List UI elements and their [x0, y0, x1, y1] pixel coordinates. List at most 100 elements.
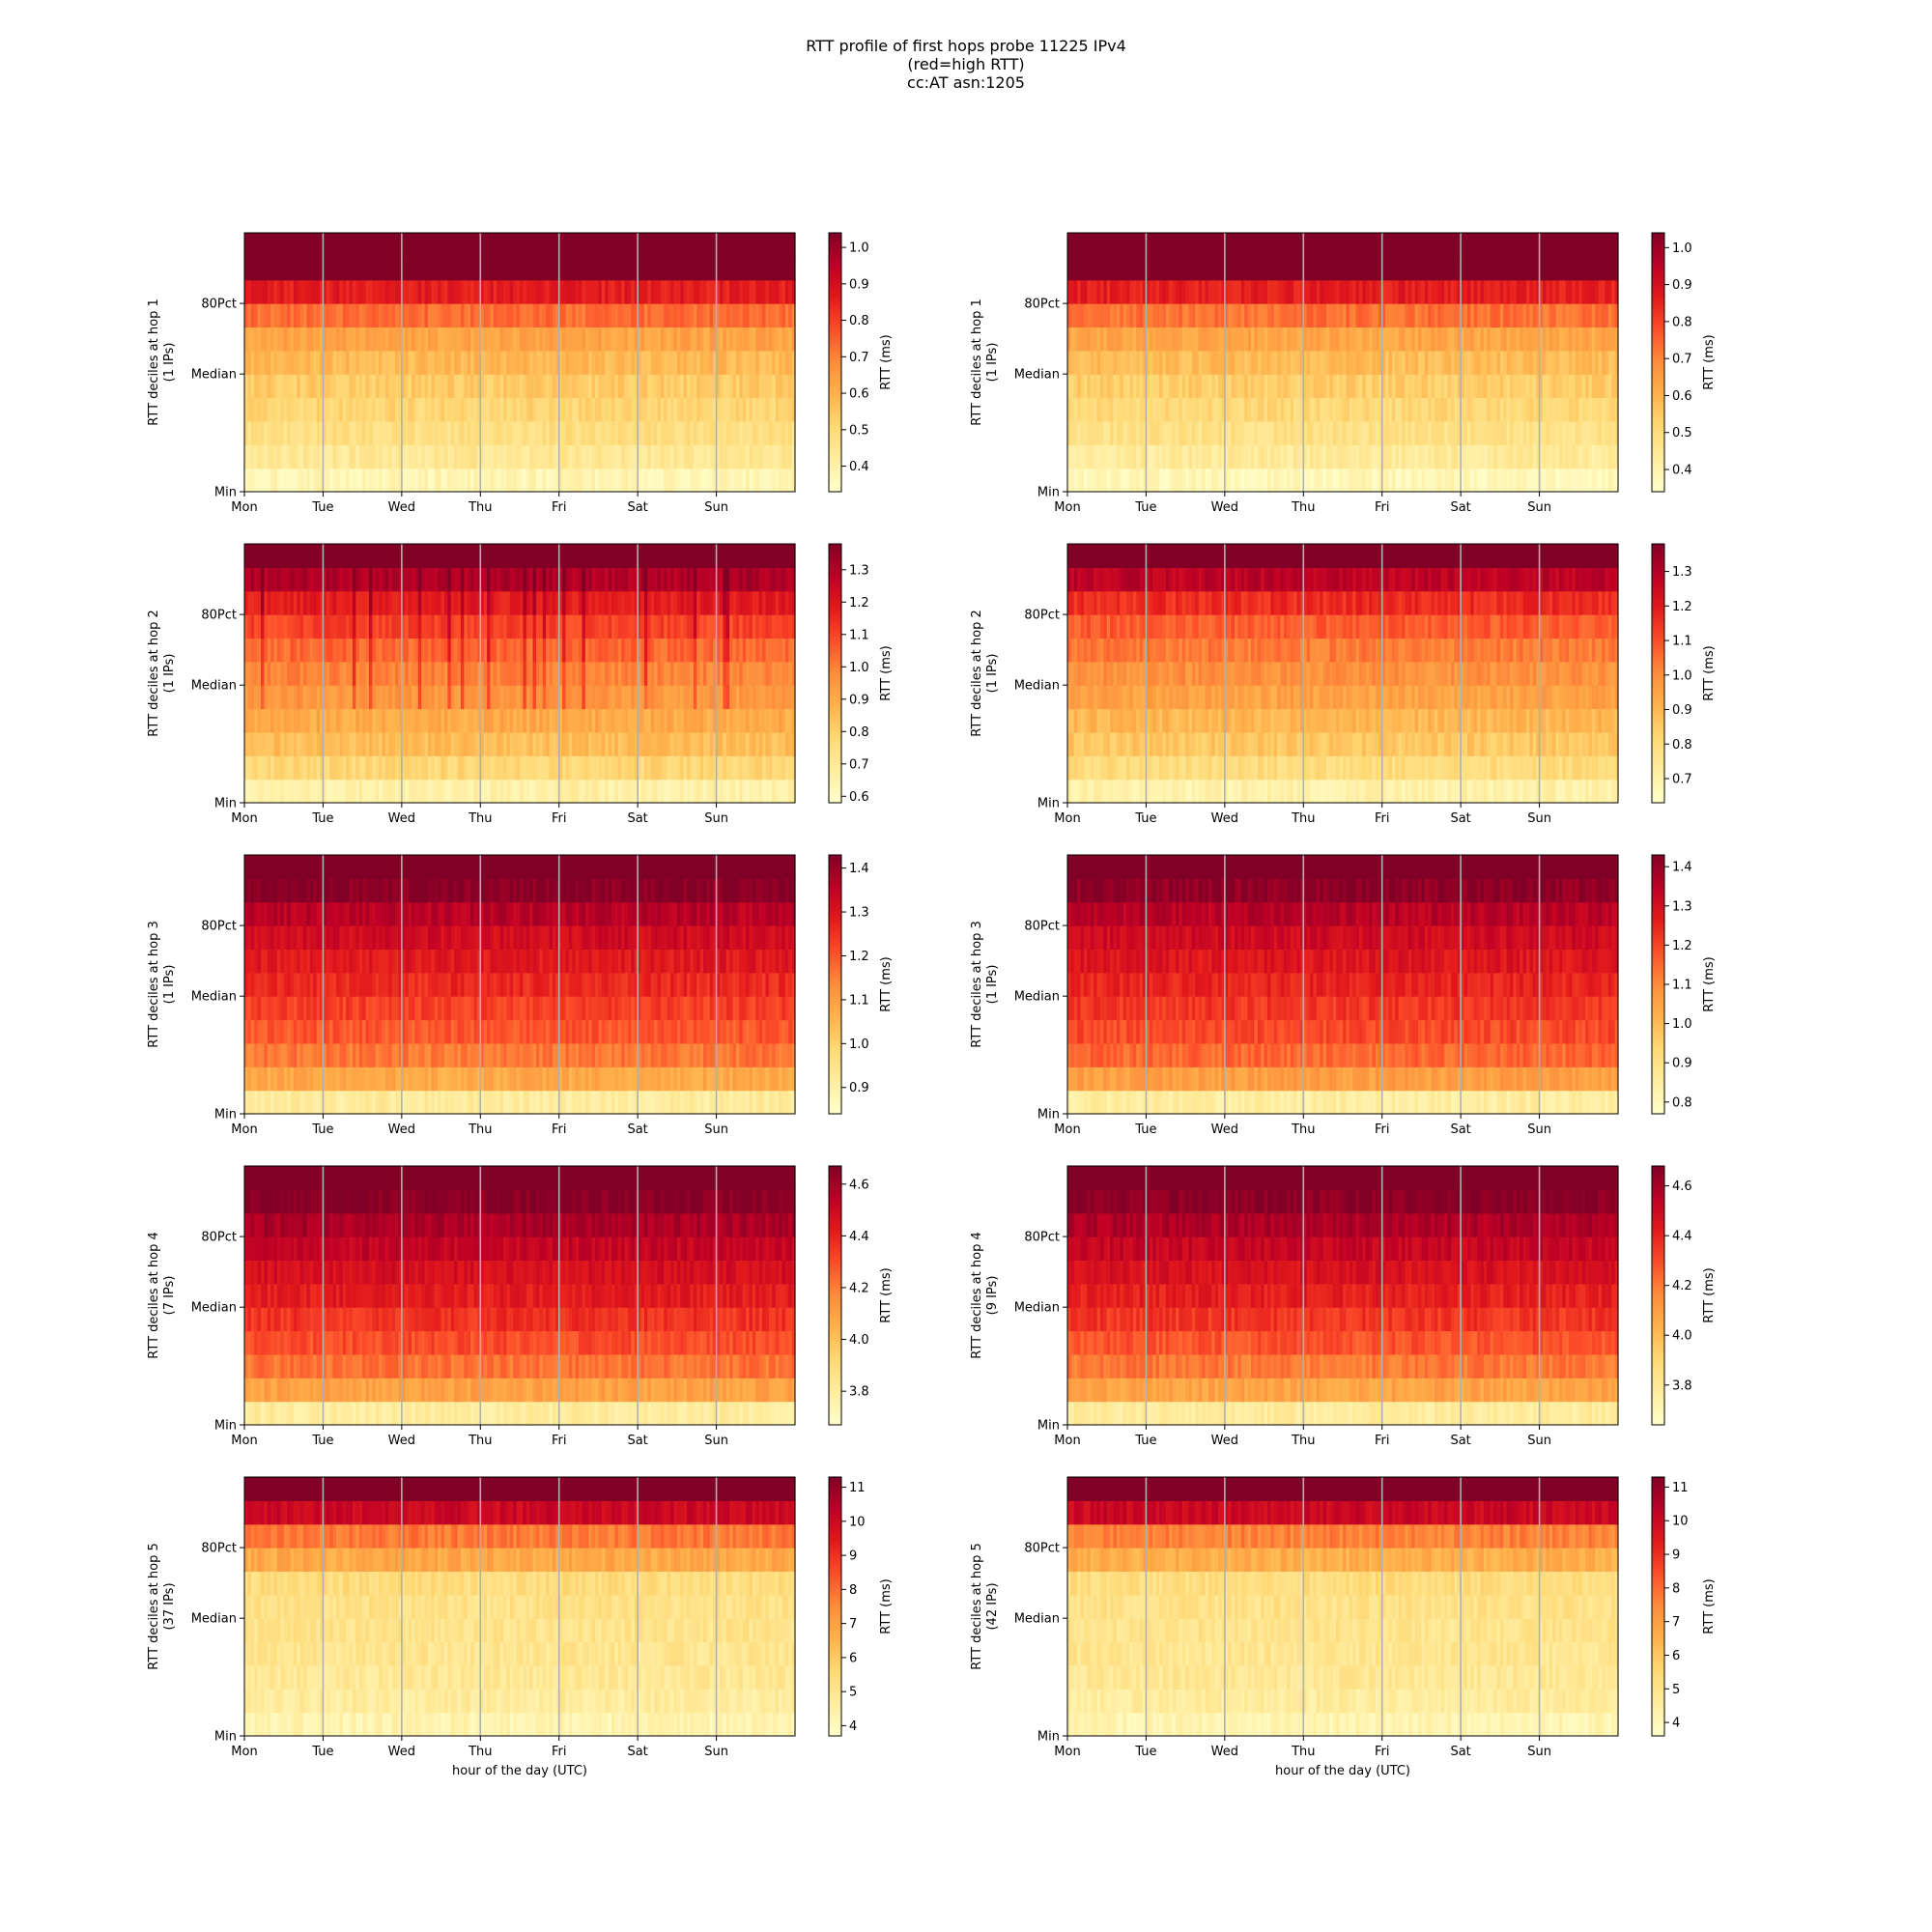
heatmap-cell	[1546, 444, 1550, 469]
heatmap-cell	[1320, 350, 1324, 375]
heatmap-cell	[608, 279, 612, 304]
heatmap-cell	[358, 303, 363, 328]
heatmap-cell	[264, 590, 269, 615]
heatmap-cell	[584, 590, 589, 615]
heatmap-cell	[320, 256, 325, 281]
heatmap-cell	[375, 590, 380, 615]
heatmap-cell	[546, 468, 551, 493]
heatmap-cell	[1411, 256, 1416, 281]
heatmap-cell	[398, 708, 403, 733]
heatmap-cell	[391, 256, 396, 281]
heatmap-cell	[339, 350, 344, 375]
heatmap-cell	[654, 444, 659, 469]
heatmap-cell	[487, 233, 492, 257]
heatmap-cell	[1205, 374, 1209, 399]
heatmap-cell	[1499, 256, 1504, 281]
heatmap-cell	[1290, 444, 1294, 469]
heatmap-cell	[1378, 444, 1383, 469]
heatmap-cell	[1273, 444, 1278, 469]
heatmap-cell	[549, 544, 554, 568]
heatmap-cell	[1329, 279, 1334, 304]
heatmap-cell	[1310, 444, 1315, 469]
heatmap-cell	[772, 397, 777, 422]
heatmap-cell	[365, 638, 370, 663]
heatmap-cell	[401, 779, 406, 804]
heatmap-cell	[680, 420, 685, 445]
heatmap-cell	[739, 303, 744, 328]
heatmap-cell	[631, 327, 636, 352]
heatmap-cell	[428, 303, 432, 328]
heatmap-cell	[1322, 327, 1327, 352]
heatmap-cell	[329, 256, 334, 281]
heatmap-cell	[247, 279, 252, 304]
heatmap-cell	[627, 420, 632, 445]
heatmap-cell	[1395, 374, 1400, 399]
heatmap-cell	[487, 638, 492, 663]
heatmap-cell	[1493, 444, 1498, 469]
heatmap-cell	[624, 327, 629, 352]
heatmap-cell	[1299, 420, 1304, 445]
heatmap-cell	[382, 638, 386, 663]
heatmap-cell	[513, 614, 518, 639]
heatmap-cell	[1473, 303, 1478, 328]
heatmap-cell	[1110, 279, 1115, 304]
heatmap-cell	[1240, 374, 1245, 399]
heatmap-cell	[490, 327, 495, 352]
heatmap-cell	[1339, 420, 1344, 445]
heatmap-cell	[323, 590, 327, 615]
heatmap-cell	[526, 661, 530, 686]
heatmap-cell	[1159, 233, 1163, 257]
heatmap-cell	[1431, 374, 1435, 399]
heatmap-cell	[401, 661, 406, 686]
heatmap-cell	[342, 567, 347, 592]
heatmap-cell	[401, 590, 406, 615]
heatmap-cell	[1355, 303, 1360, 328]
heatmap-cell	[605, 233, 610, 257]
heatmap-cell	[611, 327, 615, 352]
heatmap-cell	[434, 708, 439, 733]
heatmap-cell	[588, 614, 593, 639]
heatmap-cell	[555, 755, 560, 781]
heatmap-cell	[552, 779, 556, 804]
heatmap-cell	[588, 374, 593, 399]
heatmap-cell	[755, 468, 760, 493]
heatmap-cell	[1113, 374, 1118, 399]
heatmap-cell	[624, 397, 629, 422]
heatmap-cell	[398, 397, 403, 422]
heatmap-cell	[417, 468, 422, 493]
heatmap-cell	[1228, 256, 1233, 281]
heatmap-cell	[588, 350, 593, 375]
heatmap-cell	[638, 397, 642, 422]
heatmap-cell	[1191, 256, 1196, 281]
heatmap-cell	[542, 374, 547, 399]
heatmap-cell	[1235, 327, 1239, 352]
heatmap-cell	[1165, 233, 1170, 257]
heatmap-cell	[405, 444, 410, 469]
heatmap-cell	[1490, 233, 1494, 257]
heatmap-cell	[1296, 468, 1301, 493]
heatmap-cell	[395, 420, 400, 445]
heatmap-cell	[276, 420, 281, 445]
heatmap-cell	[408, 397, 412, 422]
heatmap-cell	[667, 350, 671, 375]
heatmap-cell	[1299, 444, 1304, 469]
heatmap-cell	[1398, 327, 1403, 352]
heatmap-cell	[1159, 374, 1163, 399]
heatmap-cell	[1228, 374, 1233, 399]
heatmap-cell	[552, 374, 556, 399]
heatmap-cell	[280, 444, 285, 469]
heatmap-cell	[379, 256, 384, 281]
heatmap-cell	[303, 614, 308, 639]
heatmap-cell	[1352, 397, 1357, 422]
heatmap-cell	[342, 638, 347, 663]
heatmap-cell	[270, 708, 275, 733]
heatmap-cell	[1280, 233, 1285, 257]
heatmap-cell	[660, 327, 665, 352]
heatmap-cell	[1185, 374, 1190, 399]
heatmap-cell	[355, 590, 360, 615]
heatmap-cell	[1395, 303, 1400, 328]
heatmap-cell	[1346, 279, 1350, 304]
heatmap-cell	[1221, 350, 1226, 375]
heatmap-cell	[362, 567, 367, 592]
heatmap-cell	[1431, 397, 1435, 422]
